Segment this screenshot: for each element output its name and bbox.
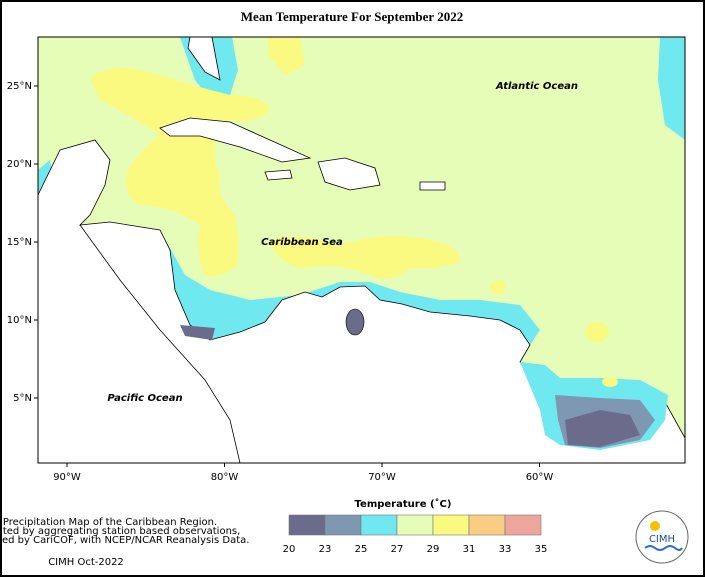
cold-area — [565, 410, 640, 447]
warm-area — [268, 37, 305, 75]
legend-label: 29 — [427, 544, 440, 555]
ocean-label: Pacific Ocean — [107, 393, 182, 404]
lon-tick-label: 90°W — [53, 472, 81, 483]
legend-label: 35 — [535, 544, 548, 555]
warm-area — [585, 322, 609, 342]
lon-tick-label: 70°W — [368, 472, 396, 483]
legend-swatch — [324, 514, 362, 536]
legend-label: 23 — [319, 544, 332, 555]
lat-tick-label: 15°N — [7, 237, 32, 248]
logo-sun — [650, 521, 660, 531]
warm-area — [490, 280, 506, 294]
warm-area — [270, 236, 460, 279]
lon-tick-label: 60°W — [526, 472, 554, 483]
cold-area — [180, 325, 215, 340]
logo-text: CIMH — [649, 534, 675, 545]
legend-label: 27 — [391, 544, 404, 555]
coastline — [79, 224, 241, 463]
warm-area — [90, 68, 270, 277]
logo-wave — [644, 545, 683, 551]
logo: CIMH — [635, 510, 689, 564]
map-border — [37, 36, 686, 464]
land — [159, 117, 312, 163]
legend-label: 31 — [463, 544, 476, 555]
legend-swatch — [504, 514, 542, 536]
legend-swatch — [360, 514, 398, 536]
land — [419, 181, 446, 191]
cyan-area — [658, 37, 685, 140]
lat-tick-label: 25°N — [7, 81, 32, 92]
footer-line: provided by CariCOF, with NCEP/NCAR Rean… — [0, 535, 249, 546]
lat-tick-label: 20°N — [7, 159, 32, 170]
ocean-label: Caribbean Sea — [261, 237, 343, 248]
legend-swatch — [396, 514, 434, 536]
credit: CIMH Oct-2022 — [48, 557, 124, 568]
lake — [345, 308, 365, 336]
footer-line: Created by aggregating station based obs… — [0, 526, 240, 537]
legend-title: Temperature (˚C) — [355, 498, 452, 510]
map-title: Mean Temperature For September 2022 — [241, 9, 463, 24]
warm-area — [602, 377, 618, 387]
lat-tick-label: 10°N — [7, 315, 32, 326]
legend-swatch — [432, 514, 470, 536]
legend-label: 33 — [499, 544, 512, 555]
footer-line: Precipitation Map of the Caribbean Regio… — [3, 517, 217, 528]
land — [187, 37, 221, 81]
lat-tick-label: 5°N — [13, 393, 32, 404]
lon-tick-label: 80°W — [211, 472, 239, 483]
legend-swatch — [468, 514, 506, 536]
legend-label: 20 — [283, 544, 296, 555]
map — [37, 36, 686, 464]
legend-swatch — [288, 514, 326, 536]
ocean-label: Atlantic Ocean — [495, 81, 578, 92]
land — [264, 169, 293, 181]
land — [317, 157, 381, 191]
legend-label: 25 — [355, 544, 368, 555]
logo-ring — [635, 510, 689, 564]
